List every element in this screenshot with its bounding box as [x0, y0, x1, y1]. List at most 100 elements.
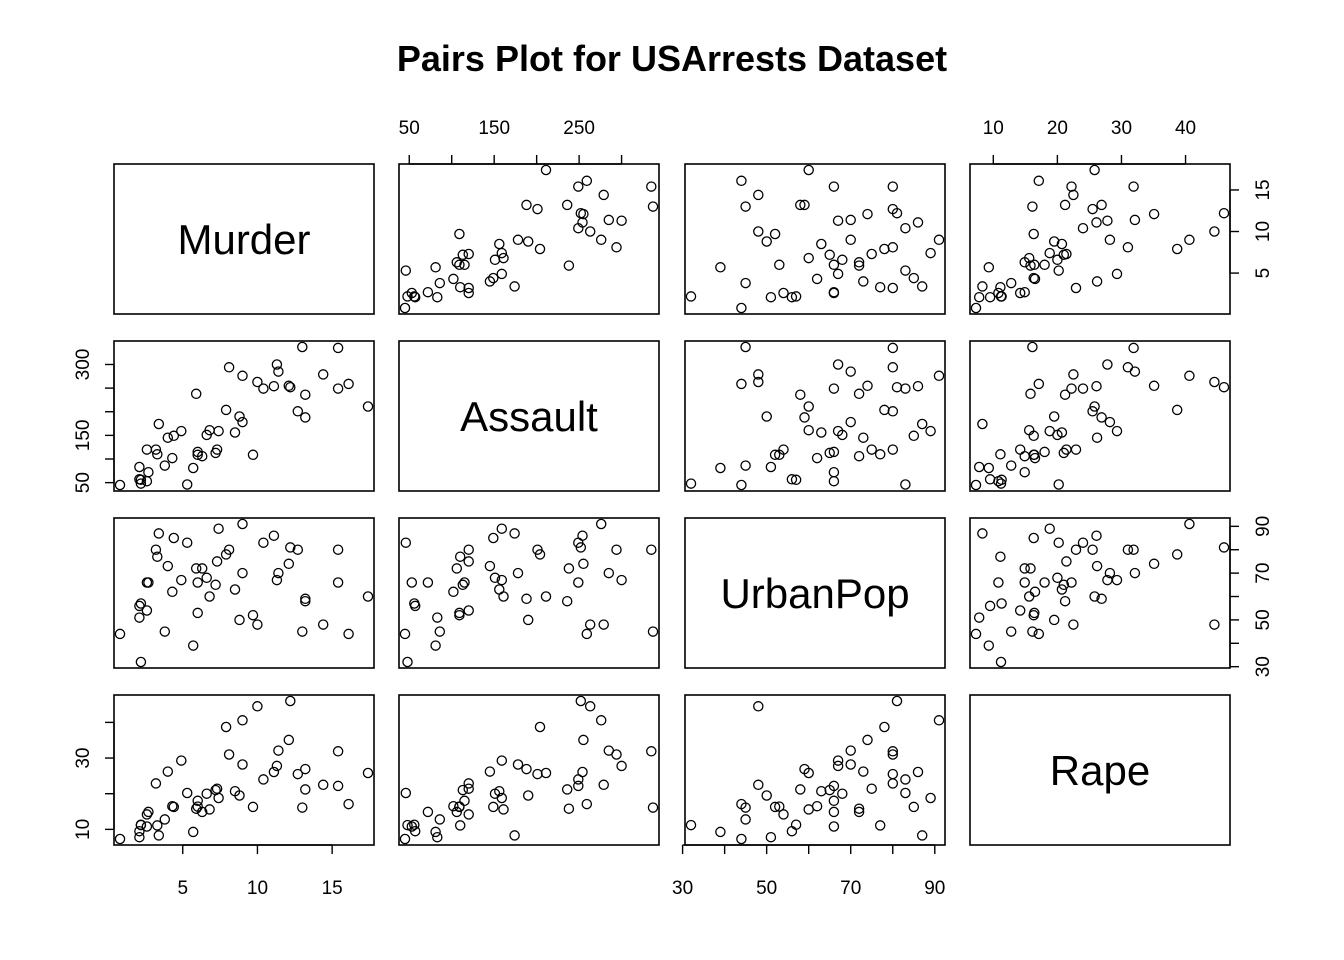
- data-point: [874, 820, 886, 831]
- data-point: [799, 763, 810, 775]
- data-point: [1014, 444, 1026, 455]
- data-point: [211, 783, 223, 794]
- data-point: [167, 586, 178, 598]
- data-point: [1056, 584, 1068, 595]
- data-point: [509, 830, 520, 841]
- data-point: [135, 656, 147, 668]
- data-point: [114, 479, 126, 491]
- data-point: [271, 574, 283, 586]
- data-point: [292, 406, 304, 417]
- data-point: [1029, 259, 1040, 271]
- panel-rape-assault-frame: [398, 694, 660, 846]
- data-point: [176, 425, 187, 437]
- tick-label: 40: [1175, 118, 1196, 139]
- data-point: [824, 447, 835, 459]
- data-point: [828, 383, 840, 394]
- data-point: [430, 640, 441, 651]
- data-point: [114, 628, 126, 640]
- data-point: [457, 249, 469, 261]
- data-point: [176, 755, 187, 766]
- data-point: [736, 378, 747, 390]
- data-point: [362, 767, 374, 779]
- data-point: [866, 444, 877, 455]
- tick-label: 50: [756, 878, 777, 899]
- data-point: [1111, 425, 1123, 437]
- data-point: [162, 432, 174, 443]
- data-point: [343, 378, 354, 390]
- data-point: [152, 551, 163, 562]
- data-point: [1005, 626, 1017, 637]
- data-point: [258, 383, 269, 394]
- tick-label: 5: [177, 878, 188, 899]
- data-point: [803, 401, 814, 412]
- data-point: [1052, 254, 1063, 266]
- panel-urbanpop-urbanpop-frame: [684, 517, 946, 669]
- data-point: [828, 821, 840, 832]
- data-point: [463, 809, 474, 820]
- data-point: [432, 291, 443, 303]
- data-point: [853, 260, 865, 271]
- data-point: [463, 605, 474, 616]
- panel-assault-rape-frame: [969, 340, 1231, 492]
- data-point: [887, 406, 899, 417]
- data-point: [1091, 432, 1103, 443]
- data-point: [1059, 389, 1071, 400]
- data-point: [1059, 199, 1071, 211]
- data-point: [1091, 530, 1102, 541]
- data-point: [237, 567, 248, 579]
- data-point: [300, 784, 311, 795]
- data-point: [463, 556, 474, 567]
- data-point: [463, 282, 474, 294]
- data-point: [459, 795, 470, 807]
- data-point: [300, 763, 311, 775]
- data-point: [908, 801, 920, 813]
- data-point: [522, 790, 534, 801]
- data-point: [879, 243, 890, 255]
- data-point: [916, 418, 928, 430]
- data-point: [685, 291, 697, 302]
- data-point: [577, 217, 588, 228]
- data-point: [521, 593, 532, 605]
- data-point: [973, 291, 985, 303]
- data-point: [1184, 518, 1195, 530]
- data-point: [786, 825, 798, 837]
- data-point: [343, 798, 354, 810]
- tick-label: 250: [563, 118, 595, 139]
- data-point: [577, 766, 588, 778]
- data-point: [176, 574, 187, 586]
- data-point: [866, 783, 877, 794]
- data-point: [496, 268, 508, 280]
- data-point: [192, 607, 203, 619]
- data-point: [297, 802, 308, 813]
- tick-label: 5: [1253, 268, 1274, 279]
- data-point: [765, 461, 777, 473]
- data-point: [803, 804, 814, 815]
- data-point: [832, 359, 844, 370]
- tick-label: 150: [478, 118, 510, 139]
- data-point: [584, 619, 596, 630]
- data-point: [1019, 450, 1030, 462]
- data-point: [933, 234, 945, 246]
- data-point: [646, 181, 657, 192]
- data-point: [192, 795, 203, 807]
- tick-label: 15: [1253, 179, 1274, 200]
- data-point: [430, 262, 441, 273]
- data-point: [332, 746, 344, 757]
- data-point: [983, 462, 995, 474]
- data-point: [159, 626, 171, 637]
- data-point: [740, 201, 751, 212]
- data-point: [448, 800, 459, 812]
- data-point: [761, 411, 772, 422]
- data-point: [912, 766, 924, 778]
- data-point: [811, 273, 823, 285]
- data-point: [753, 189, 764, 201]
- data-point: [765, 291, 777, 303]
- data-point: [459, 259, 470, 271]
- data-point: [1104, 416, 1116, 428]
- data-point: [285, 542, 296, 553]
- data-point: [402, 819, 413, 831]
- data-point: [753, 779, 764, 791]
- data-point: [234, 614, 245, 626]
- data-point: [790, 474, 802, 486]
- tick-label: 70: [1253, 563, 1274, 584]
